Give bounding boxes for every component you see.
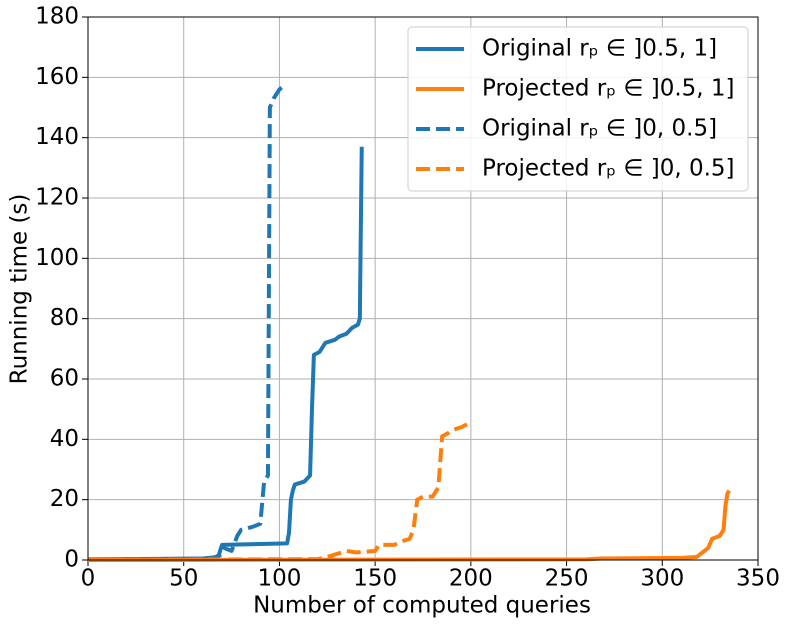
x-tick-label: 100 [257, 566, 301, 592]
y-tick-label: 120 [35, 185, 79, 211]
legend-label: Original rₚ ∈ ]0.5, 1] [482, 36, 717, 62]
x-tick-label: 50 [169, 566, 198, 592]
x-tick-label: 250 [545, 566, 589, 592]
y-tick-label: 100 [35, 245, 79, 271]
y-tick-label: 20 [50, 486, 79, 512]
legend-box [407, 26, 749, 192]
y-tick-label: 80 [50, 305, 79, 331]
x-tick-label: 300 [640, 566, 684, 592]
y-tick-label: 140 [35, 124, 79, 150]
y-tick-label: 0 [64, 547, 79, 573]
y-tick-label: 160 [35, 64, 79, 90]
data-line [87, 146, 364, 562]
x-tick-label: 350 [736, 566, 780, 592]
data-line [87, 422, 468, 562]
x-tick-label: 150 [353, 566, 397, 592]
x-axis-label: Number of computed queries [253, 593, 591, 619]
data-line [87, 489, 731, 562]
plot-frame [87, 16, 759, 561]
legend-label: Original rₚ ∈ ]0, 0.5] [482, 116, 717, 142]
y-axis-label: Running time (s) [7, 194, 33, 385]
y-tick-label: 40 [50, 426, 79, 452]
legend-label: Projected rₚ ∈ ]0, 0.5] [482, 156, 735, 182]
y-tick-label: 60 [50, 366, 79, 392]
y-tick-label: 180 [35, 4, 79, 30]
x-tick-label: 0 [81, 566, 96, 592]
legend-label: Projected rₚ ∈ ]0.5, 1] [482, 76, 735, 102]
x-tick-label: 200 [449, 566, 493, 592]
data-line [87, 84, 285, 562]
